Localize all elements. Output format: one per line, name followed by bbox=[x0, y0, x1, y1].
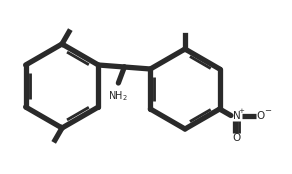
Text: O: O bbox=[257, 110, 265, 121]
Text: +: + bbox=[239, 108, 244, 114]
Text: NH$_2$: NH$_2$ bbox=[108, 89, 128, 103]
Text: N: N bbox=[233, 110, 241, 121]
Text: −: − bbox=[264, 106, 271, 116]
Text: O: O bbox=[233, 132, 241, 143]
